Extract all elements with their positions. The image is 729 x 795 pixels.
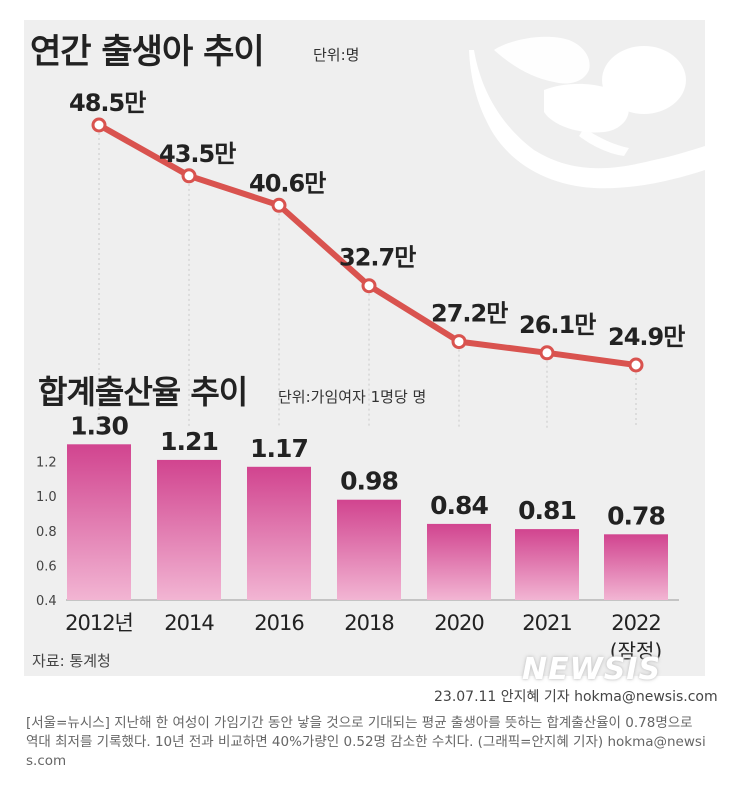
photo-caption: [서울=뉴시스] 지난해 한 여성이 가임기간 동안 낳을 것으로 기대되는 평… [26, 715, 706, 769]
y-tick-label: 0.4 [36, 594, 57, 609]
line-chart-title: 연간 출생아 추이 [30, 32, 265, 72]
newsis-watermark-logo: NEWSIS [522, 652, 662, 687]
x-tick-label: 2014 [164, 611, 214, 635]
x-tick-label: 2021 [522, 611, 571, 635]
fertility-bar [427, 523, 491, 600]
fertility-bar [247, 466, 311, 600]
birth-point [451, 334, 467, 350]
fertility-value-label: 1.17 [250, 434, 308, 463]
bar-chart-title: 합계출산율 추이 [38, 373, 248, 411]
provisional-note: (잠정) [610, 639, 662, 663]
fertility-value-label: 0.81 [518, 496, 576, 525]
fertility-bar [515, 529, 579, 600]
birth-value-label: 32.7만 [339, 244, 416, 272]
x-tick-label: 2022 [611, 611, 660, 635]
line-chart: 48.5만 43.5만 40.6만 32.7만 27.2만 26.1만 24.9만 [69, 89, 686, 428]
bar-chart-unit: 단위:가임여자 1명당 명 [278, 388, 427, 406]
birth-point [361, 278, 377, 294]
birth-value-label: 48.5만 [69, 89, 146, 117]
x-tick-label: 2012년 [65, 611, 133, 635]
y-tick-label: 1.2 [36, 456, 57, 471]
byline: 23.07.11 안지혜 기자 hokma@newsis.com [434, 689, 718, 705]
birth-value-label: 43.5만 [159, 140, 236, 168]
birth-value-label: 27.2만 [431, 300, 508, 328]
fertility-bar [337, 499, 401, 600]
fertility-bar [604, 534, 668, 600]
fertility-value-label: 1.21 [160, 427, 218, 456]
birth-value-label: 40.6만 [249, 169, 326, 197]
line-chart-unit: 단위:명 [313, 46, 360, 64]
fertility-bar [67, 444, 131, 600]
x-tick-label: 2020 [434, 611, 483, 635]
y-tick-label: 0.6 [36, 559, 57, 574]
x-tick-label: 2016 [254, 611, 304, 635]
birth-value-label: 24.9만 [608, 323, 685, 351]
birth-point [539, 345, 555, 361]
source-label: 자료: 통계청 [32, 652, 111, 670]
birth-point [91, 117, 107, 133]
birth-value-label: 26.1만 [519, 311, 596, 339]
fertility-bar [157, 459, 221, 600]
y-tick-label: 0.8 [36, 525, 57, 540]
baby-illustration [469, 36, 705, 189]
y-tick-label: 1.0 [36, 490, 57, 505]
birth-point [181, 168, 197, 184]
fertility-value-label: 0.84 [430, 491, 488, 520]
fertility-value-label: 0.98 [340, 467, 398, 496]
birth-point [271, 197, 287, 213]
fertility-value-label: 0.78 [607, 501, 665, 530]
x-tick-label: 2018 [344, 611, 393, 635]
bar-chart: 1.2 1.0 0.8 0.6 0.4 1.30 2012년 1.21 2014 1.17 2016… [36, 411, 679, 663]
fertility-value-label: 1.30 [70, 411, 128, 440]
birth-point [628, 357, 644, 373]
